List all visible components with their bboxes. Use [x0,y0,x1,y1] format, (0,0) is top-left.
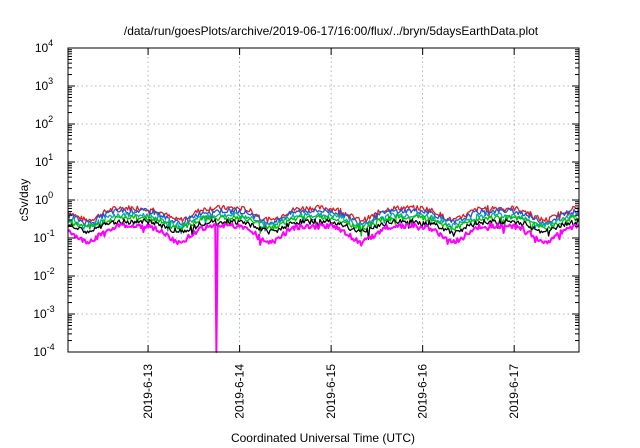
x-axis-label: Coordinated Universal Time (UTC) [231,431,415,445]
y-tick-label: 10-1 [33,228,54,245]
y-axis: 10-4 10-3 10-2 10-1 100 101 102 103 104 [33,38,579,359]
series-line [67,222,580,353]
y-tick-label: 10-2 [33,266,54,283]
series-line [67,207,580,232]
y-tick-label: 10-4 [33,342,54,359]
x-tick-label: 2019-6-13 [141,364,155,419]
grid [68,48,579,352]
x-tick-label: 2019-6-16 [416,364,430,419]
y-tick-label: 100 [35,190,53,207]
series-group [67,204,580,353]
y-tick-label: 104 [35,38,53,55]
x-tick-label: 2019-6-17 [507,364,521,419]
series-line [67,218,580,240]
y-tick-label: 102 [35,114,53,131]
y-tick-label: 103 [35,76,53,93]
series-line [67,211,580,235]
y-tick-label: 10-3 [33,304,54,321]
x-tick-label: 2019-6-14 [233,364,247,419]
y-tick-label: 101 [35,152,53,169]
x-tick-label: 2019-6-15 [324,364,338,419]
series-line [67,204,580,226]
chart-title: /data/run/goesPlots/archive/2019-06-17/1… [124,24,539,38]
y-axis-label: cSv/day [17,179,31,222]
x-axis: 2019-6-13 2019-6-14 2019-6-15 2019-6-16 2019… [141,48,521,419]
